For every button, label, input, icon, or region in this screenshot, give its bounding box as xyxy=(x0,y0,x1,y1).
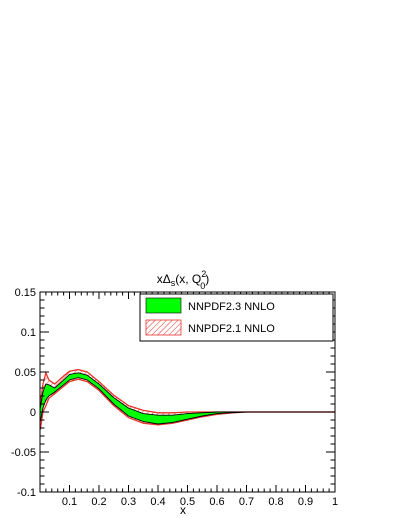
tick-labels-group: 0.1 0.2 0.3 0.4 0.5 0.6 0.7 0.8 0.9 1 -0.1 -0.05 0 0.… xyxy=(11,287,338,508)
x-tick-label: 0.5 xyxy=(180,496,195,508)
chart-title: xΔs(x, Q2 0) xyxy=(157,269,210,291)
x-tick-label: 0.4 xyxy=(150,496,165,508)
x-tick-label: 1 xyxy=(332,496,338,508)
x-tick-label: 0.1 xyxy=(62,496,77,508)
x-tick-label: 0.8 xyxy=(268,496,283,508)
x-tick-label: 0.9 xyxy=(298,496,313,508)
legend-swatch-nnpdf23 xyxy=(145,297,182,314)
ticks-group xyxy=(40,291,336,493)
legend-swatch-nnpdf21 xyxy=(145,319,182,336)
x-tick-label: 0.6 xyxy=(209,496,224,508)
y-tick-label: -0.05 xyxy=(11,447,36,459)
legend-label-nnpdf21: NNPDF2.1 NNLO xyxy=(188,323,275,335)
y-tick-label: -0.1 xyxy=(17,487,36,499)
x-axis-title: x xyxy=(180,503,186,517)
band-nnpdf23-upper-edge xyxy=(40,372,335,416)
x-tick-label: 0.3 xyxy=(121,496,136,508)
y-tick-label: 0.05 xyxy=(15,367,36,379)
y-tick-label: 0.15 xyxy=(15,287,36,299)
bands-group xyxy=(40,368,335,430)
band-nnpdf21-lower-edge xyxy=(40,378,335,430)
x-tick-label: 0.2 xyxy=(91,496,106,508)
legend: NNPDF2.3 NNLO NNPDF2.1 NNLO xyxy=(139,293,334,342)
y-tick-label: 0 xyxy=(30,407,36,419)
legend-label-nnpdf23: NNPDF2.3 NNLO xyxy=(188,301,275,313)
x-tick-label: 0.7 xyxy=(239,496,254,508)
y-tick-label: 0.1 xyxy=(21,327,36,339)
band-nnpdf23-lower-edge xyxy=(40,377,335,425)
